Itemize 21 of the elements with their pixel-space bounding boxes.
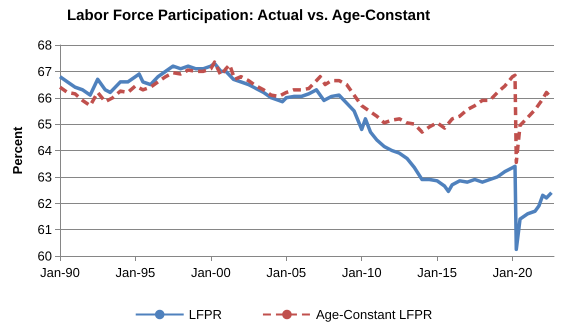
y-tick-label: 65 [38, 116, 52, 132]
y-tick-label: 66 [38, 90, 52, 106]
x-tick-label: Jan-10 [342, 265, 382, 280]
x-tick-label: Jan-15 [417, 265, 457, 280]
y-tick-label: 68 [38, 38, 52, 52]
y-tick-label: 60 [38, 248, 52, 264]
y-tick-label: 63 [38, 169, 52, 184]
legend-label: Age-Constant LFPR [316, 307, 432, 322]
x-tick-label: Jan-00 [190, 265, 231, 280]
x-tick-label: Jan-05 [266, 265, 306, 280]
x-tick-label: Jan-95 [116, 265, 156, 280]
y-tick-label: 67 [38, 64, 52, 79]
chart-title: Labor Force Participation: Actual vs. Age-Constant [67, 7, 430, 24]
y-tick-label: 62 [38, 196, 52, 211]
y-axis-title: Percent [10, 126, 25, 174]
line-series [58, 62, 554, 252]
y-tick-label: 64 [38, 143, 52, 158]
y-tick-label: 61 [38, 222, 52, 238]
x-tick-label: Jan-90 [40, 265, 80, 280]
legend-label: LFPR [188, 307, 222, 322]
x-tick-label: Jan-20 [492, 265, 532, 280]
